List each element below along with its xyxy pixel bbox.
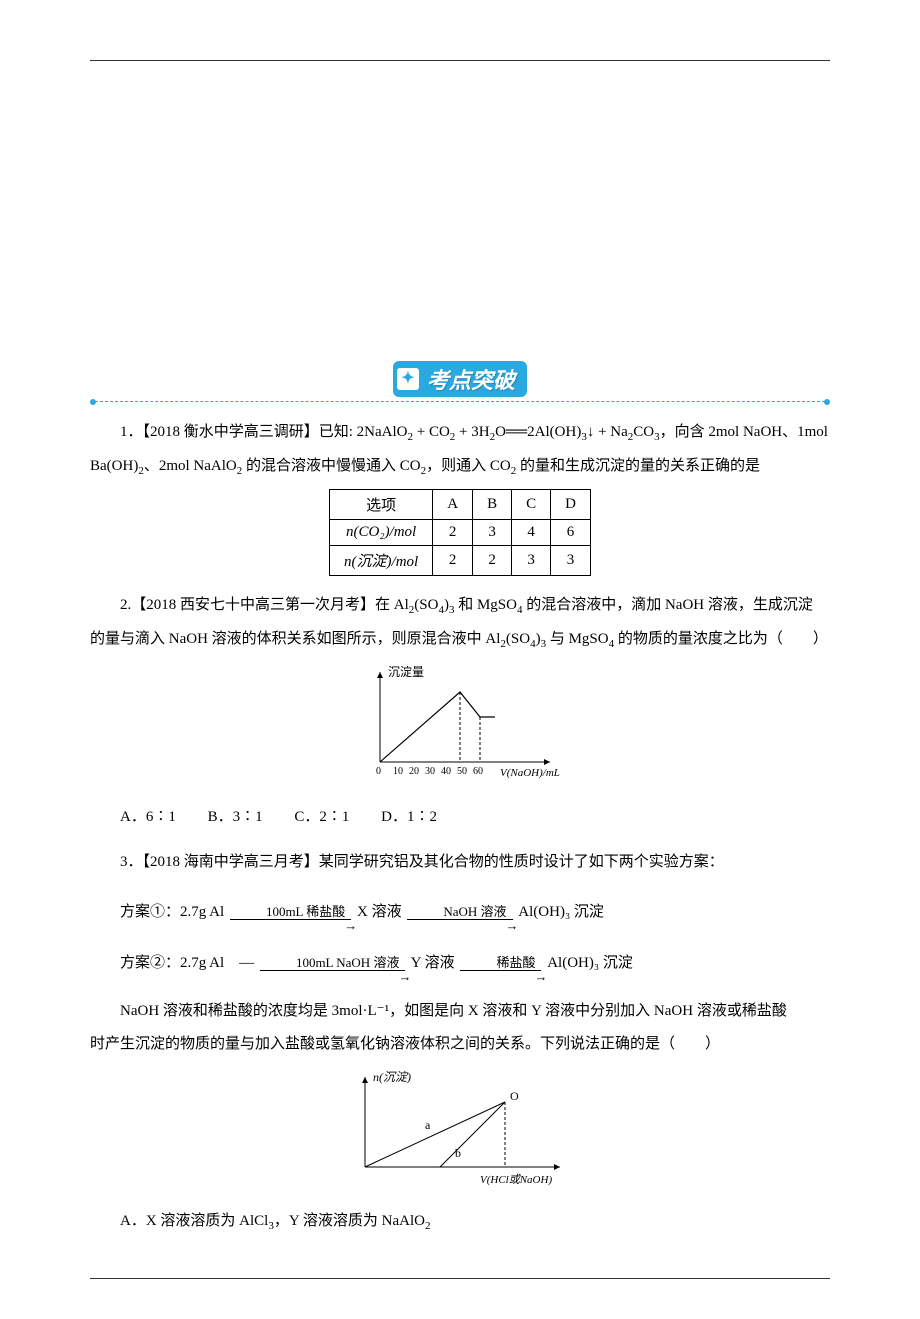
option-d: D．1∶2	[381, 809, 437, 825]
q3-scheme1: 方案①：2.7g Al 100mL 稀盐酸→ X 溶液 NaOH 溶液→ Al(…	[90, 894, 830, 930]
svg-text:40: 40	[441, 766, 451, 777]
q3-option-a: A．X 溶液溶质为 AlCl3，Y 溶液溶质为 NaAlO2	[90, 1206, 830, 1238]
q2-options: A．6∶1 B．3∶1 C．2∶1 D．1∶2	[90, 802, 830, 832]
section-banner: ✦ 考点突破	[90, 361, 830, 403]
svg-text:V(HCl或NaOH): V(HCl或NaOH)	[480, 1173, 552, 1186]
q3-condition: NaOH 溶液和稀盐酸的浓度均是 3mol·L⁻¹，如图是向 X 溶液和 Y 溶…	[90, 996, 830, 1028]
svg-text:沉淀量: 沉淀量	[388, 665, 424, 679]
q3-condition2: 时产生沉淀的物质的量与加入盐酸或氢氧化钠溶液体积之间的关系。下列说法正确的是（ …	[90, 1029, 830, 1061]
q1-text: 1．【2018 衡水中学高三调研】已知: 2NaAlO2 + CO2 + 3H2…	[90, 417, 830, 449]
option-b: B．3∶1	[208, 809, 263, 825]
svg-text:60: 60	[473, 766, 483, 777]
svg-text:10: 10	[393, 766, 403, 777]
svg-text:O: O	[510, 1089, 519, 1103]
option-c: C．2∶1	[294, 809, 349, 825]
svg-text:30: 30	[425, 766, 435, 777]
q3-intro: 3．【2018 海南中学高三月考】某同学研究铝及其化合物的性质时设计了如下两个实…	[90, 847, 830, 879]
q2-text: 2.【2018 西安七十中高三第一次月考】在 Al2(SO4)3 和 MgSO4…	[90, 590, 830, 622]
banner-text: 考点突破	[423, 368, 519, 393]
svg-text:a: a	[425, 1118, 431, 1132]
svg-text:0: 0	[376, 766, 381, 777]
q2-graph: 沉淀量 V(NaOH)/mL 0 10 20 30 40 50 60	[90, 662, 830, 787]
q1-text-line2: Ba(OH)2、2mol NaAlO2 的混合溶液中慢慢通入 CO2，则通入 C…	[90, 451, 830, 483]
table-row: 选项 A B C D	[330, 490, 591, 520]
svg-text:n(沉淀): n(沉淀)	[373, 1070, 411, 1084]
svg-text:V(NaOH)/mL: V(NaOH)/mL	[500, 767, 560, 779]
table-row: n(沉淀)/mol 2 2 3 3	[330, 546, 591, 576]
q2-text-line2: 的量与滴入 NaOH 溶液的体积关系如图所示，则原混合液中 Al2(SO4)3 …	[90, 624, 830, 656]
svg-text:20: 20	[409, 766, 419, 777]
svg-text:b: b	[455, 1146, 461, 1160]
banner-flag-icon: ✦	[397, 368, 419, 390]
svg-text:50: 50	[457, 766, 467, 777]
q3-graph: n(沉淀) V(HCl或NaOH) O a b	[90, 1067, 830, 1192]
q3-scheme2: 方案②：2.7g Al ― 100mL NaOH 溶液→ Y 溶液 稀盐酸→ A…	[90, 945, 830, 981]
q1-table: 选项 A B C D n(CO₂)/mol 2 3 4 6 n(沉淀)/mol …	[329, 489, 591, 576]
table-row: n(CO₂)/mol 2 3 4 6	[330, 520, 591, 546]
option-a: A．6∶1	[120, 809, 176, 825]
